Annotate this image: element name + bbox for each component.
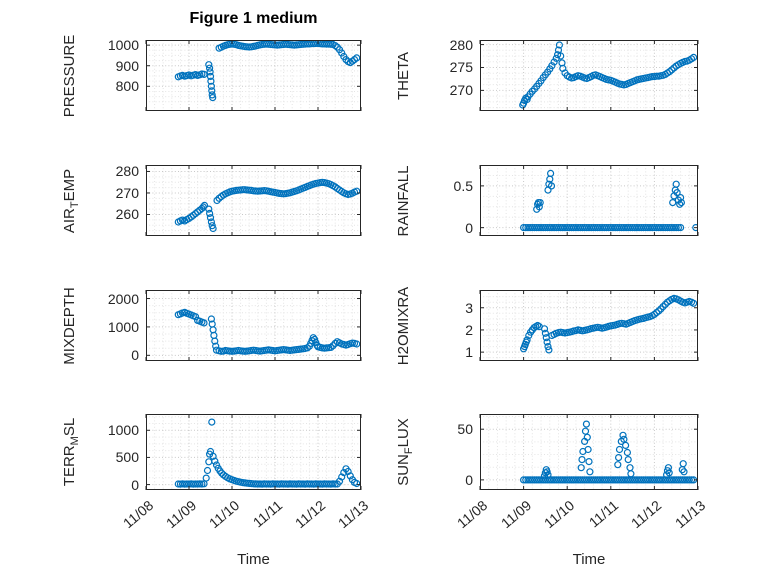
major-grid xyxy=(146,290,361,361)
axes-border xyxy=(480,290,698,361)
y-axis-label-text: TERR xyxy=(61,445,78,487)
y-axis-label-text: SL xyxy=(61,417,78,437)
y-tick-label: 1000 xyxy=(107,37,139,54)
y-tick-label: 800 xyxy=(115,78,139,95)
y-axis-label-sun-flux: SUNFLUX xyxy=(395,377,415,527)
y-tick-label: 0 xyxy=(131,476,139,493)
major-grid xyxy=(480,414,698,490)
x-tick-label: 11/08 xyxy=(453,497,491,532)
scatter-series-theta xyxy=(519,41,698,109)
y-axis-label-text: THETA xyxy=(395,51,412,100)
y-axis-label-text: PRESSURE xyxy=(61,34,78,117)
y-axis-label-text: EMP xyxy=(61,168,78,201)
major-grid xyxy=(480,165,698,236)
scatter-series-terr-msl xyxy=(174,418,361,488)
minor-grid xyxy=(146,414,361,490)
y-axis-label-subscript: F xyxy=(403,447,415,455)
y-tick-label: 270 xyxy=(449,82,473,99)
minor-grid xyxy=(146,165,361,236)
y-tick-label: 50 xyxy=(457,421,473,438)
axes-border xyxy=(146,165,361,236)
x-tick-label: 11/09 xyxy=(162,497,200,532)
scatter-series-pressure xyxy=(174,40,361,102)
y-tick-label: 3 xyxy=(465,299,473,316)
scatter-series-rainfall xyxy=(519,169,698,232)
x-axis-label-right: Time xyxy=(572,551,606,568)
minor-grid xyxy=(480,414,698,490)
x-tick-label: 11/10 xyxy=(541,497,578,532)
y-axis-label-text: MIXDEPTH xyxy=(61,286,78,365)
tick-marks xyxy=(145,414,362,490)
x-tick-label: 11/13 xyxy=(671,497,709,532)
plot-area-air-temp xyxy=(145,165,362,236)
y-axis-label-text: AIR xyxy=(61,207,78,233)
y-tick-label: 1000 xyxy=(107,422,139,439)
y-axis-label-text: LUX xyxy=(395,418,412,448)
axes-border xyxy=(146,290,361,361)
x-tick-label: 11/08 xyxy=(119,497,157,532)
axes-border xyxy=(480,414,698,490)
y-tick-label: 900 xyxy=(115,57,139,74)
axes-border xyxy=(480,165,698,236)
scatter-series-h2omixra xyxy=(519,294,698,354)
y-tick-label: 1 xyxy=(465,344,473,361)
scatter-series-sun-flux xyxy=(519,420,698,484)
y-axis-label-subscript: T xyxy=(69,200,81,208)
figure-title: Figure 1 medium xyxy=(189,10,318,27)
scatter-series-mixdepth xyxy=(174,308,361,355)
y-axis-label-subscript: M xyxy=(69,436,81,446)
plot-area-theta xyxy=(479,40,699,111)
axes-border xyxy=(146,414,361,490)
x-tick-label: 11/11 xyxy=(249,497,286,531)
y-tick-label: 280 xyxy=(115,163,139,180)
y-tick-label: 1000 xyxy=(107,318,139,335)
plot-area-sun-flux xyxy=(479,414,699,490)
plot-area-h2omixra xyxy=(479,290,699,361)
x-tick-label: 11/09 xyxy=(497,497,534,532)
y-tick-label: 280 xyxy=(449,36,473,53)
y-axis-label-text: RAINFALL xyxy=(395,165,412,236)
plot-area-mixdepth xyxy=(145,290,362,361)
y-axis-label-text: SUN xyxy=(395,454,412,486)
y-tick-label: 270 xyxy=(115,184,139,201)
y-axis-label-terr-msl: TERRMSL xyxy=(61,377,81,527)
x-tick-label: 11/10 xyxy=(205,497,243,532)
x-tick-label: 11/12 xyxy=(291,497,329,532)
scatter-series-air-temp xyxy=(174,178,361,233)
y-tick-label: 0 xyxy=(131,347,139,364)
minor-grid xyxy=(146,40,361,111)
x-tick-label: 11/13 xyxy=(334,497,372,532)
y-tick-label: 0.5 xyxy=(453,177,473,194)
major-grid xyxy=(146,165,361,236)
x-axis-label-left: Time xyxy=(237,551,270,568)
major-grid xyxy=(146,414,361,490)
plot-area-rainfall xyxy=(479,165,699,236)
y-tick-label: 260 xyxy=(115,206,139,223)
y-tick-label: 275 xyxy=(449,59,473,76)
y-tick-label: 500 xyxy=(115,449,139,466)
x-tick-label: 11/12 xyxy=(628,497,665,532)
plot-area-terr-msl xyxy=(145,414,362,490)
plot-area-pressure xyxy=(145,40,362,111)
y-tick-label: 2000 xyxy=(107,290,139,307)
x-tick-label: 11/11 xyxy=(585,497,622,531)
y-tick-label: 0 xyxy=(465,471,473,488)
y-axis-label-text: H2OMIXRA xyxy=(395,286,412,365)
y-tick-label: 0 xyxy=(465,219,473,236)
axes-border xyxy=(480,40,698,111)
y-tick-label: 2 xyxy=(465,321,473,338)
axes-border xyxy=(146,40,361,111)
major-grid xyxy=(146,40,361,111)
